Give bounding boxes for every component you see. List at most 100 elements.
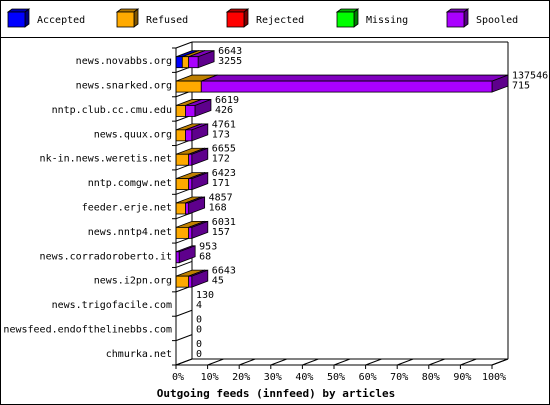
- spooled-bar: [188, 56, 199, 69]
- total-value-label: 137546: [512, 71, 548, 82]
- refused-bar: [175, 202, 186, 215]
- spooled-bar: [188, 226, 193, 239]
- x-tick-label: 50%: [327, 372, 345, 383]
- total-value-label: 6655: [212, 144, 236, 155]
- total-value-label: 6031: [212, 217, 236, 228]
- x-tick-label: 80%: [422, 372, 440, 383]
- spooled-value-label: 68: [199, 251, 211, 262]
- spooled-bar: [185, 105, 196, 117]
- x-tick-label: 10%: [201, 372, 219, 383]
- spooled-value-label: 0: [196, 349, 202, 360]
- x-tick-label: 20%: [232, 372, 250, 383]
- refused-bar: [181, 56, 190, 69]
- x-tick-label: 60%: [359, 372, 377, 383]
- x-tick-label: 0%: [172, 372, 184, 383]
- legend-label: Refused: [146, 15, 188, 26]
- total-value-label: 6423: [212, 168, 236, 179]
- legend-label: Accepted: [37, 15, 85, 26]
- legend-label: Rejected: [256, 15, 304, 26]
- spooled-bar: [185, 202, 190, 215]
- spooled-value-label: 715: [512, 81, 530, 92]
- category-label: newsfeed.endofthelinebbs.com: [3, 324, 172, 335]
- chart-title: Outgoing feeds (innfeed) by articles: [157, 387, 395, 400]
- category-label: news.quux.org: [94, 129, 172, 140]
- spooled-value-label: 45: [212, 276, 224, 287]
- floor-gridline: [333, 358, 351, 366]
- spooled-value-label: 3255: [218, 56, 242, 67]
- category-label: chmurka.net: [106, 349, 172, 360]
- wall-separator: [175, 309, 193, 317]
- floor-gridline: [428, 358, 445, 366]
- spooled-value-label: 0: [196, 324, 202, 335]
- wall-separator: [175, 260, 193, 268]
- spooled-value-label: 173: [212, 129, 230, 140]
- spooled-bar: [188, 153, 193, 166]
- legend-swatch-side: [243, 8, 249, 28]
- accepted-bar: [175, 56, 183, 69]
- total-value-label: 953: [199, 241, 217, 252]
- spooled-value-label: 168: [209, 203, 227, 214]
- spooled-bar: [188, 275, 193, 288]
- refused-bar: [175, 178, 190, 191]
- total-value-label: 0: [196, 339, 202, 350]
- wall-separator: [175, 334, 193, 342]
- spooled-value-label: 426: [215, 105, 233, 116]
- floor-gridline: [397, 358, 414, 366]
- legend-label: Spooled: [476, 15, 518, 26]
- x-tick-label: 30%: [264, 372, 282, 383]
- refused-bar: [175, 226, 190, 239]
- total-value-label: 6643: [212, 266, 236, 277]
- category-label: news.snarked.org: [76, 81, 172, 92]
- refused-bar: [175, 153, 190, 166]
- refused-bar: [175, 129, 186, 142]
- refused-bar: [175, 275, 190, 288]
- legend-swatch-side: [133, 8, 139, 28]
- legend-swatch-side: [463, 8, 469, 28]
- spooled-value-label: 171: [212, 178, 230, 189]
- spooled-value-label: 4: [196, 300, 202, 311]
- floor-gridline: [239, 358, 256, 366]
- category-label: news.i2pn.org: [94, 276, 172, 287]
- legend-swatch-side: [353, 8, 359, 28]
- total-value-label: 4761: [212, 119, 236, 130]
- category-label: nk-in.news.weretis.net: [40, 154, 172, 165]
- refused-bar: [175, 105, 186, 117]
- x-tick-label: 90%: [453, 372, 471, 383]
- total-value-label: 6643: [218, 46, 242, 57]
- legend-label: Missing: [366, 15, 408, 26]
- category-label: nntp.club.cc.cmu.edu: [52, 105, 172, 116]
- floor-gridline: [491, 358, 509, 366]
- total-value-label: 0: [196, 314, 202, 325]
- spooled-bar-top: [201, 74, 509, 82]
- category-label: news.trigofacile.com: [52, 300, 172, 311]
- floor-gridline: [460, 358, 477, 366]
- x-tick-label: 40%: [295, 372, 313, 383]
- spooled-value-label: 172: [212, 154, 230, 165]
- legend-swatch: [7, 11, 26, 28]
- legend-swatch-side: [24, 8, 30, 28]
- spooled-value-label: 157: [212, 227, 230, 238]
- floor-gridline: [302, 358, 319, 366]
- legend-swatch: [226, 11, 245, 28]
- total-value-label: 6619: [215, 95, 239, 106]
- total-value-label: 4857: [209, 193, 233, 204]
- refused-bar: [175, 80, 202, 93]
- category-label: news.corradoroberto.it: [40, 251, 172, 262]
- legend-swatch: [116, 11, 135, 28]
- spooled-bar: [188, 178, 193, 191]
- x-tick-label: 70%: [390, 372, 408, 383]
- total-value-label: 130: [196, 290, 214, 301]
- category-label: feeder.erje.net: [82, 203, 172, 214]
- floor-gridline: [270, 358, 287, 366]
- floor-gridline: [365, 358, 382, 366]
- floor-gridline: [207, 358, 224, 366]
- x-tick-label: 100%: [482, 372, 506, 383]
- spooled-bar: [200, 80, 493, 93]
- legend-swatch: [446, 11, 465, 28]
- category-label: nntp.comgw.net: [88, 178, 172, 189]
- floor-gridline: [175, 358, 193, 366]
- category-label: news.nntp4.net: [88, 227, 172, 238]
- legend-swatch: [336, 11, 355, 28]
- spooled-bar: [185, 129, 193, 142]
